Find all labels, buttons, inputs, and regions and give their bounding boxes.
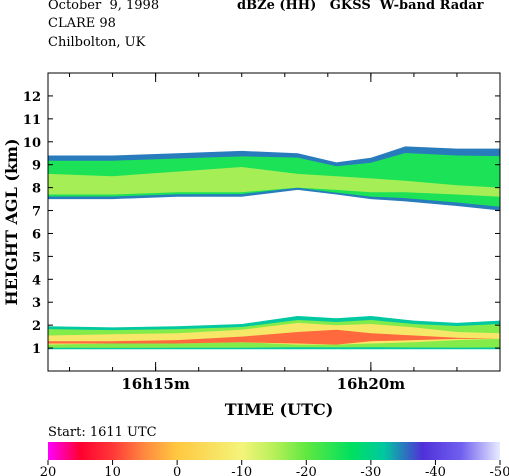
y-tick-label: 1	[32, 342, 41, 357]
colorbar-tick-label: 10	[104, 465, 121, 476]
colorbar-tick-label: -10	[231, 465, 252, 476]
upper-layer-core	[48, 167, 500, 197]
y-axis-label: HEIGHT AGL (km)	[2, 138, 21, 305]
colorbar-ticks: 20 10 0 -10 -20 -30 -40 -50	[40, 460, 509, 476]
y-tick-label: 8	[32, 182, 41, 197]
x-axis: 16h15m 16h20m	[69, 73, 501, 393]
y-tick-label: 7	[32, 205, 41, 220]
chart-title: dBZe (HH) GKSS W-band Radar	[237, 0, 484, 13]
colorbar-tick-label: 0	[173, 465, 181, 476]
y-tick-label: 6	[32, 227, 41, 242]
cloud-layers	[48, 146, 500, 350]
y-tick-label: 5	[32, 250, 41, 265]
colorbar-tick-label: 20	[40, 465, 57, 476]
colorbar: 20 10 0 -10 -20 -30 -40 -50	[40, 442, 509, 476]
date-label: October 9, 1998	[48, 0, 160, 13]
colorbar-tick-label: -40	[425, 465, 446, 476]
y-tick-label: 4	[32, 273, 41, 288]
colorbar-tick-label: -50	[490, 465, 509, 476]
lower-layer-hot-core	[48, 329, 500, 345]
y-tick-label: 3	[32, 296, 41, 311]
colorbar-tick-label: -30	[360, 465, 381, 476]
colorbar-tick-label: -20	[296, 465, 317, 476]
y-tick-label: 10	[23, 136, 41, 151]
location-label: Chilbolton, UK	[48, 35, 146, 50]
y-tick-label: 2	[32, 319, 41, 334]
campaign-label: CLARE 98	[48, 16, 116, 31]
colorbar-bar	[48, 442, 500, 460]
x-tick-label: 16h15m	[121, 375, 190, 393]
y-tick-label: 12	[23, 90, 41, 105]
x-axis-label: TIME (UTC)	[225, 400, 334, 419]
y-tick-label: 11	[23, 113, 41, 128]
start-time-label: Start: 1611 UTC	[48, 425, 157, 440]
x-tick-label: 16h20m	[337, 375, 406, 393]
plot-border	[47, 72, 501, 372]
y-tick-label: 9	[32, 159, 41, 174]
